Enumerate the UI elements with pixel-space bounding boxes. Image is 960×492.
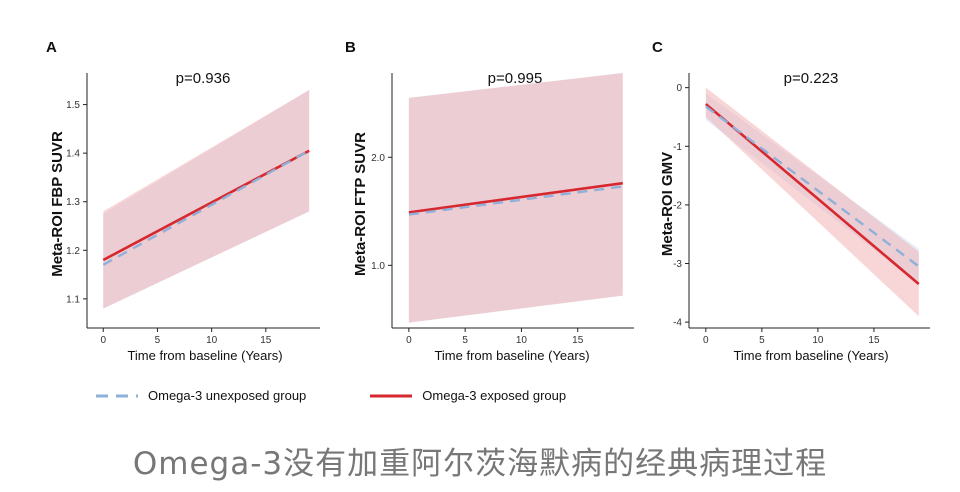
- x-axis-label-b: Time from baseline (Years): [434, 348, 589, 363]
- panel-letter-a: A: [46, 39, 57, 56]
- legend-swatch-exposed: [370, 394, 413, 397]
- series-line-exposed-c: [704, 103, 920, 286]
- y-tick-label: 1.3: [66, 197, 80, 208]
- x-tick-label: 10: [206, 335, 218, 346]
- x-tick-label: 10: [812, 335, 824, 346]
- series-line-exposed-b: [408, 181, 623, 214]
- x-tick-label: 5: [759, 335, 765, 346]
- ci-band-exposed-c: [705, 87, 919, 317]
- x-tick-label: 0: [100, 335, 106, 346]
- y-tick-label: 0: [676, 83, 682, 94]
- x-tick-label: 5: [462, 335, 468, 346]
- y-tick-label: -3: [673, 259, 682, 270]
- series-line-unexposed-b: [408, 185, 623, 216]
- x-tick-label: 15: [868, 335, 880, 346]
- panel-letter-c: C: [652, 39, 663, 56]
- ci-band-exposed-a: [103, 90, 310, 309]
- y-tick-label: -1: [673, 142, 682, 153]
- y-axis-label-a: Meta-ROI FBP SUVR: [49, 131, 66, 277]
- y-tick-label: 1.1: [66, 294, 80, 305]
- y-axis-label-c: Meta-ROI GMV: [659, 152, 676, 256]
- legend-item-exposed: Omega-3 exposed group: [368, 388, 566, 403]
- y-axis-label-b: Meta-ROI FTP SUVR: [352, 132, 369, 276]
- y-tick-label: -4: [673, 318, 682, 329]
- p-value-c: p=0.223: [784, 70, 839, 87]
- legend-swatch-unexposed: [96, 394, 138, 397]
- x-axis-label-c: Time from baseline (Years): [733, 348, 888, 363]
- legend-label-exposed: Omega-3 exposed group: [422, 388, 567, 403]
- chart-panel-c: C p=0.223 Meta-ROI GMV Time from baselin…: [652, 39, 930, 363]
- p-value-a: p=0.936: [176, 70, 231, 87]
- x-tick-label: 15: [572, 335, 584, 346]
- y-tick-label: 1.2: [66, 246, 80, 257]
- chart-panel-b: B p=0.995 Meta-ROI FTP SUVR Time from ba…: [345, 39, 634, 363]
- series-line-unexposed-c: [705, 105, 920, 268]
- x-axis-label-a: Time from baseline (Years): [127, 348, 282, 363]
- x-tick-label: 0: [406, 335, 412, 346]
- p-value-b: p=0.995: [488, 70, 543, 87]
- legend-item-unexposed: Omega-3 unexposed group: [94, 388, 306, 403]
- series-line-unexposed-a: [102, 149, 310, 266]
- figure-caption: Omega-3没有加重阿尔茨海默病的经典病理过程: [132, 446, 828, 482]
- x-tick-label: 5: [155, 335, 161, 346]
- y-tick-label: 2.0: [371, 153, 385, 164]
- x-tick-label: 0: [703, 335, 709, 346]
- x-tick-label: 10: [516, 335, 528, 346]
- chart-panel-a: A p=0.936 Meta-ROI FBP SUVR Time from ba…: [46, 39, 320, 363]
- y-tick-label: 1.4: [66, 149, 80, 160]
- y-tick-label: 1.0: [371, 261, 385, 272]
- y-tick-label: 1.5: [66, 100, 80, 111]
- y-tick-label: -2: [673, 200, 682, 211]
- legend-label-unexposed: Omega-3 unexposed group: [148, 388, 307, 403]
- chart-legend: Omega-3 unexposed group Omega-3 exposed …: [94, 388, 616, 403]
- panel-letter-b: B: [345, 39, 356, 56]
- x-tick-label: 15: [260, 335, 272, 346]
